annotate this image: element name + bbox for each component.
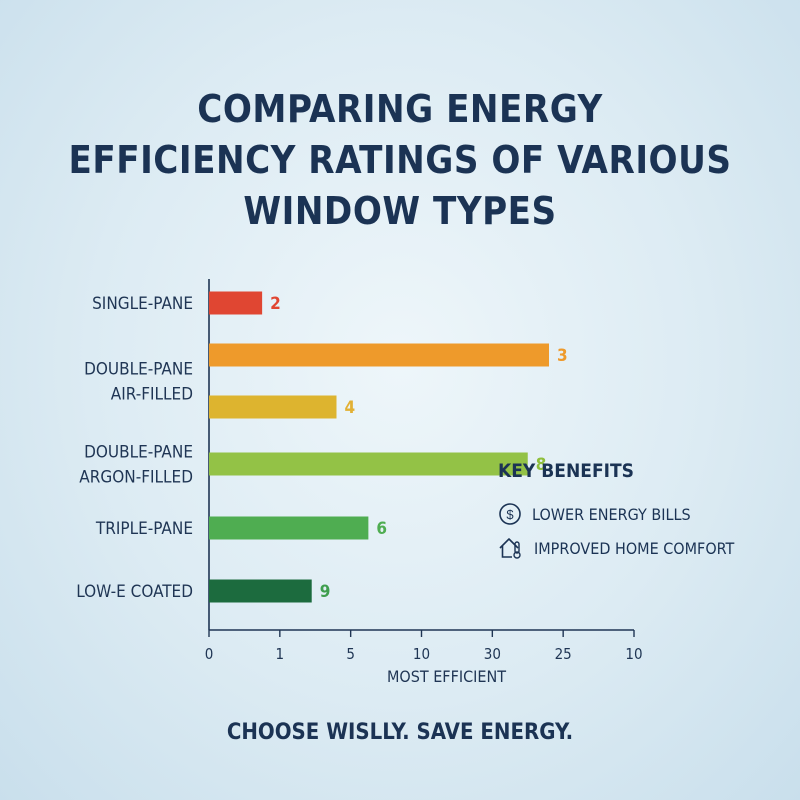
bar <box>209 516 369 540</box>
legend-title: KEY BENEFITS <box>498 460 634 482</box>
home-thermometer-icon <box>499 538 521 559</box>
bar-value-label: 8 <box>536 455 547 475</box>
x-tick-label: 25 <box>555 645 572 663</box>
x-tick-label: 0 <box>205 645 214 663</box>
dollar-icon: $ <box>499 503 521 525</box>
x-axis-label: MOST EFFICIENT <box>387 667 506 686</box>
bar <box>209 579 312 603</box>
svg-text:$: $ <box>506 507 514 522</box>
category-label: LOW-E COATED <box>76 582 193 602</box>
x-tick-label: 5 <box>346 645 355 663</box>
title-line: COMPARING ENERGY <box>197 87 603 131</box>
legend-item-lower-energy-bills: $ LOWER ENERGY BILLS <box>498 500 788 528</box>
legend-item-label: IMPROVED HOME COMFORT <box>534 538 735 558</box>
x-tick-label: 30 <box>484 645 501 663</box>
title-line: EFFICIENCY RATINGS OF VARIOUS <box>68 138 732 182</box>
category-label: SINGLE-PANE <box>92 294 193 314</box>
category-label: DOUBLE-PANE <box>84 443 193 463</box>
bar-value-label: 6 <box>376 519 387 539</box>
bar-value-label: 4 <box>345 398 356 418</box>
x-tick-label: 10 <box>625 645 642 663</box>
bar-value-label: 3 <box>557 346 568 366</box>
bar-value-label: 9 <box>320 582 331 602</box>
category-label: ARGON-FILLED <box>79 468 193 488</box>
key-benefits-legend: KEY BENEFITS $ LOWER ENERGY BILLS IMPROV… <box>498 460 788 568</box>
chart-title: COMPARING ENERGY EFFICIENCY RATINGS OF V… <box>0 84 800 237</box>
bar <box>209 452 528 476</box>
legend-item-label: LOWER ENERGY BILLS <box>532 504 691 524</box>
title-line: WINDOW TYPES <box>243 189 557 233</box>
bar <box>209 343 549 367</box>
x-tick-label: 1 <box>276 645 285 663</box>
category-label: DOUBLE-PANE <box>84 360 193 380</box>
bar <box>209 291 263 315</box>
legend-item-improved-home-comfort: IMPROVED HOME COMFORT <box>498 534 788 562</box>
bar-value-label: 2 <box>270 294 281 314</box>
x-tick-label: 10 <box>413 645 430 663</box>
tagline: CHOOSE WISLLY. SAVE ENERGY. <box>226 720 574 745</box>
bar <box>209 395 337 419</box>
category-label: AIR-FILLED <box>111 385 193 405</box>
bar-chart: 0 1 5 10 30 25 10 MOST EFFICIENT 2 3 4 8 6 9 SINGLE-PA… <box>76 279 643 686</box>
category-label: TRIPLE-PANE <box>95 519 193 539</box>
